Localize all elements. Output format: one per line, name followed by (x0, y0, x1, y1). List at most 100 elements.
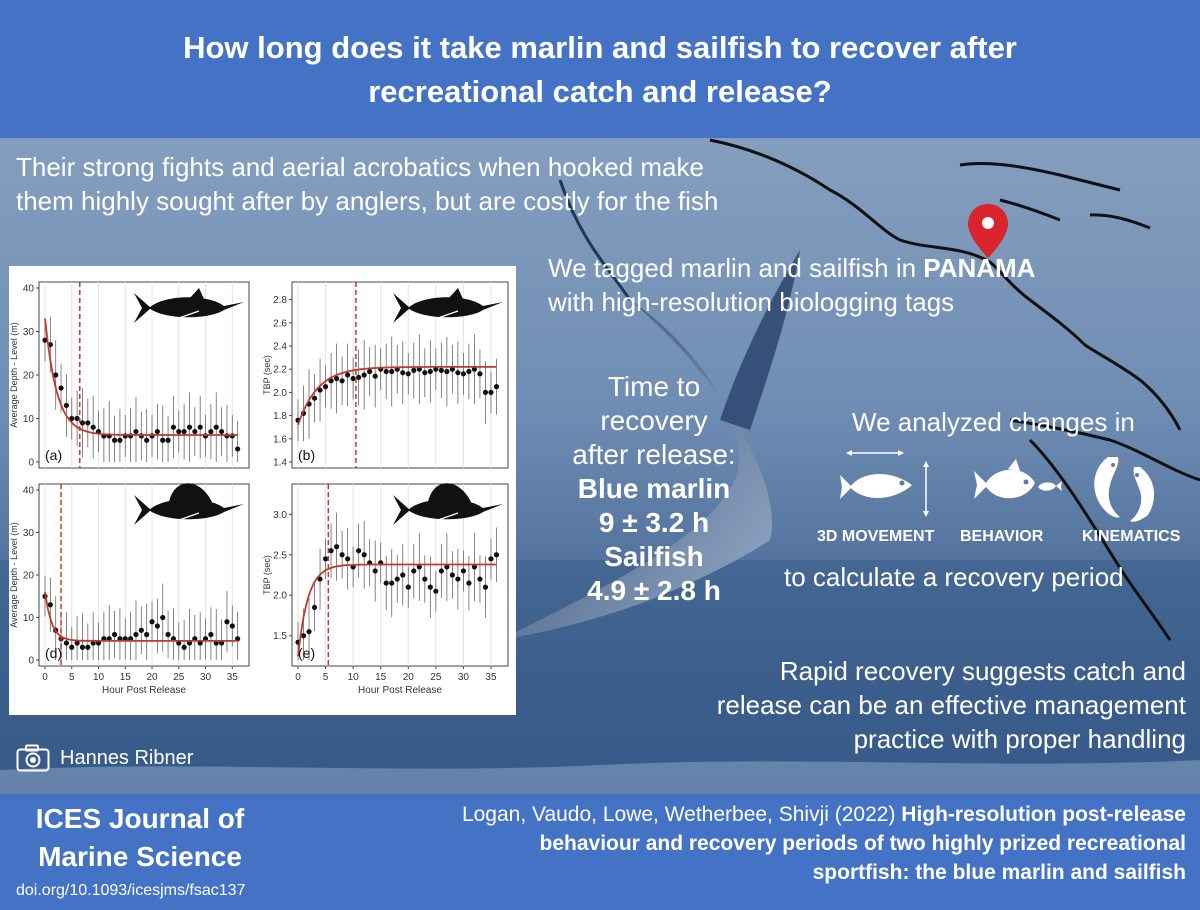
data-point (411, 568, 417, 574)
data-point (372, 373, 378, 379)
chart-panel-d: 0 10 20 30 40 0 5 10 15 20 25 30 35 Average Depth - L… (9, 483, 250, 696)
data-point (356, 374, 362, 380)
data-point (345, 372, 351, 378)
data-point (361, 552, 367, 558)
y-tick-label: 0 (28, 458, 34, 469)
data-point (444, 368, 450, 375)
y-tick-label: 10 (23, 613, 35, 624)
photo-credit: Hannes Ribner (16, 744, 193, 772)
y-tick-label: 3.0 (273, 510, 287, 521)
data-point (311, 604, 318, 610)
doi-link[interactable]: doi.org/10.1093/icesjms/fsac137 (16, 882, 246, 899)
y-axis-label: Average Depth - Level (m) (9, 322, 19, 427)
data-point (411, 367, 417, 373)
x-tick-label: 15 (120, 672, 132, 683)
y-tick-label: 0 (28, 656, 34, 667)
analysis-icons (840, 450, 1155, 522)
data-point (345, 556, 351, 562)
sailfish-silhouette-icon (393, 483, 503, 525)
data-point (133, 631, 139, 638)
panel-label: (e) (298, 645, 315, 661)
data-point (85, 420, 91, 426)
data-point (361, 372, 367, 378)
x-axis-label: Hour Post Release (358, 685, 442, 696)
data-point (235, 446, 241, 452)
data-point (367, 368, 373, 375)
data-point (471, 366, 478, 372)
y-tick-label: 2.0 (273, 591, 287, 602)
y-axis-label: TBP (sec) (262, 555, 272, 595)
recovery-line-2: recovery (600, 405, 708, 436)
data-point (422, 576, 428, 582)
panel-label: (d) (45, 645, 62, 661)
data-point (405, 371, 411, 377)
conclusion-line-2: release can be an effective management (716, 690, 1186, 720)
citation: Logan, Vaudo, Lowe, Wetherbee, Shivji (2… (462, 800, 1186, 887)
data-point (160, 614, 166, 621)
paper-title-line-3: sportfish: the blue marlin and sailfish (812, 861, 1186, 884)
data-point (482, 584, 489, 590)
data-point (111, 631, 118, 638)
data-point (444, 564, 450, 570)
data-point (181, 428, 187, 435)
data-point (63, 402, 70, 409)
x-tick-label: 20 (146, 672, 158, 683)
data-point (455, 370, 461, 376)
data-point (322, 556, 329, 562)
data-point (427, 584, 433, 590)
analysis-heading: We analyzed changes in (852, 407, 1135, 437)
recovery-figure: 0 10 20 30 40 Average Depth - Level (m) (a) 1.4… (9, 266, 516, 715)
data-point (333, 375, 340, 382)
data-point (213, 424, 219, 430)
data-point (154, 428, 160, 435)
title-line-1: How long does it take marlin and sailfis… (183, 30, 1017, 65)
data-point (433, 366, 439, 372)
journal-line-2: Marine Science (38, 841, 242, 872)
data-point (117, 437, 123, 443)
data-point (356, 548, 362, 554)
paper-title-line-1: High-resolution post-release (901, 803, 1186, 826)
chart-panel-b: 1.4 1.6 1.8 2.0 2.2 2.4 2.6 2.8 TBP (sec) (b) (262, 281, 509, 469)
x-tick-label: 30 (200, 672, 212, 683)
central-america-map (709, 138, 1200, 641)
y-tick-label: 2.4 (273, 342, 287, 353)
footer-banner: ICES Journal of Marine Science doi.org/1… (0, 794, 1200, 910)
data-point (149, 619, 155, 625)
data-point (133, 428, 139, 435)
data-point (208, 631, 214, 638)
y-tick-label: 30 (23, 327, 35, 338)
behavior-icon (974, 459, 1062, 499)
data-point (208, 428, 214, 435)
data-point (466, 368, 472, 375)
data-point (477, 576, 483, 582)
data-point (186, 424, 193, 430)
jumping-marlin-image (500, 179, 800, 640)
x-tick-label: 35 (227, 672, 239, 683)
data-point (493, 552, 500, 558)
data-point (488, 389, 494, 395)
citation-authors: Logan, Vaudo, Lowe, Wetherbee, Shivji (2… (461, 803, 902, 826)
data-point (372, 568, 378, 574)
x-axis-label: Hour Post Release (102, 685, 186, 696)
data-point (416, 564, 422, 570)
y-tick-label: 1.6 (273, 434, 287, 445)
panama-label: PANAMA (923, 253, 1036, 283)
data-point (47, 602, 53, 608)
icon-label-behavior: BEHAVIOR (960, 528, 1044, 545)
data-point (488, 556, 494, 562)
icon-label-kinematics: KINEMATICS (1082, 528, 1181, 545)
data-point (181, 644, 187, 650)
y-tick-label: 2.8 (273, 295, 287, 306)
data-point (224, 619, 230, 625)
data-point (229, 623, 235, 629)
paper-title-line-2: behaviour and recovery periods of two hi… (539, 832, 1187, 855)
x-tick-label: 0 (295, 672, 301, 683)
icon-label-3d-movement: 3D MOVEMENT (817, 528, 935, 545)
y-axis-label: TBP (sec) (262, 355, 272, 395)
data-point (427, 368, 433, 375)
fit-curve (297, 563, 497, 657)
y-tick-label: 20 (23, 571, 35, 582)
x-tick-label: 35 (485, 672, 497, 683)
data-point (74, 640, 80, 646)
x-tick-label: 25 (430, 672, 442, 683)
